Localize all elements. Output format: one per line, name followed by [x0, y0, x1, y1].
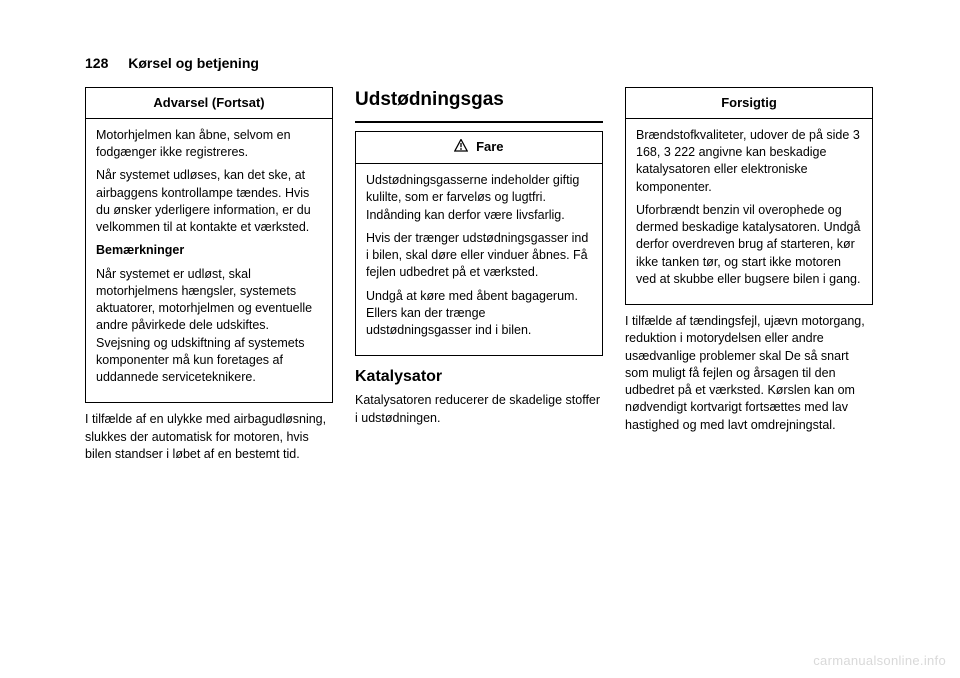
danger-box-body: Udstødningsgasserne indeholder giftig ku… — [356, 164, 602, 355]
caution-box-header: Forsigtig — [626, 88, 872, 119]
caution-text-fragment: Brændstofkvaliteter, udover de på — [636, 128, 823, 142]
body-paragraph: I tilfælde af tændingsfejl, ujævn motorg… — [625, 313, 867, 434]
page-ref-link[interactable]: 3 222 — [664, 145, 695, 159]
warning-paragraph: Når systemet udløses, kan det ske, at ai… — [96, 167, 322, 236]
warning-triangle-icon — [454, 139, 468, 157]
warning-box-header: Advarsel (Fortsat) — [86, 88, 332, 119]
warning-paragraph: Motorhjelmen kan åbne, selvom en fodgæng… — [96, 127, 322, 162]
section-heading-rule: Udstødningsgas — [355, 87, 603, 123]
danger-label: Fare — [476, 139, 503, 154]
subsection-heading: Katalysator — [355, 366, 603, 388]
caution-text-fragment: side — [826, 128, 849, 142]
warning-box: Advarsel (Fortsat) Motorhjelmen kan åbne… — [85, 87, 333, 403]
columns: Advarsel (Fortsat) Motorhjelmen kan åbne… — [85, 87, 875, 463]
column-2: Udstødningsgas Fare Udstødningsgasserne … — [355, 87, 603, 463]
column-1-after-box: I tilfælde af en ulykke med airbagudløsn… — [85, 411, 333, 463]
column-1: Advarsel (Fortsat) Motorhjelmen kan åbne… — [85, 87, 333, 463]
watermark-text: carmanualsonline.info — [813, 653, 946, 668]
section-heading: Udstødningsgas — [355, 87, 603, 113]
danger-paragraph: Undgå at køre med åbent bagagerum. Eller… — [366, 288, 592, 340]
body-paragraph: I tilfælde af en ulykke med airbagudløsn… — [85, 411, 327, 463]
note-subheader: Bemærkninger — [96, 242, 322, 259]
page-header: 128 Kørsel og betjening — [85, 55, 875, 71]
danger-paragraph: Udstødningsgasserne indeholder giftig ku… — [366, 172, 592, 224]
warning-box-body: Motorhjelmen kan åbne, selvom en fodgæng… — [86, 119, 332, 403]
column-3-after-box: I tilfælde af tændingsfejl, ujævn motorg… — [625, 313, 873, 434]
caution-paragraph: Uforbrændt benzin vil overophede og derm… — [636, 202, 862, 288]
danger-paragraph: Hvis der trænger udstødningsgasser ind i… — [366, 230, 592, 282]
danger-box: Fare Udstødningsgasserne indeholder gift… — [355, 131, 603, 356]
caution-paragraph: Brændstofkvaliteter, udover de på side 3… — [636, 127, 862, 196]
danger-box-header: Fare — [356, 132, 602, 164]
page-section-title: Kørsel og betjening — [128, 55, 259, 71]
caution-box-body: Brændstofkvaliteter, udover de på side 3… — [626, 119, 872, 304]
page-number: 128 — [85, 55, 108, 71]
caution-box: Forsigtig Brændstofkvaliteter, udover de… — [625, 87, 873, 305]
column-3: Forsigtig Brændstofkvaliteter, udover de… — [625, 87, 873, 463]
body-paragraph: Katalysatoren reducerer de skadelige sto… — [355, 392, 603, 427]
note-paragraph: Når systemet er udløst, skal motorhjelme… — [96, 266, 322, 387]
manual-page: 128 Kørsel og betjening Advarsel (Fortsa… — [85, 55, 875, 615]
